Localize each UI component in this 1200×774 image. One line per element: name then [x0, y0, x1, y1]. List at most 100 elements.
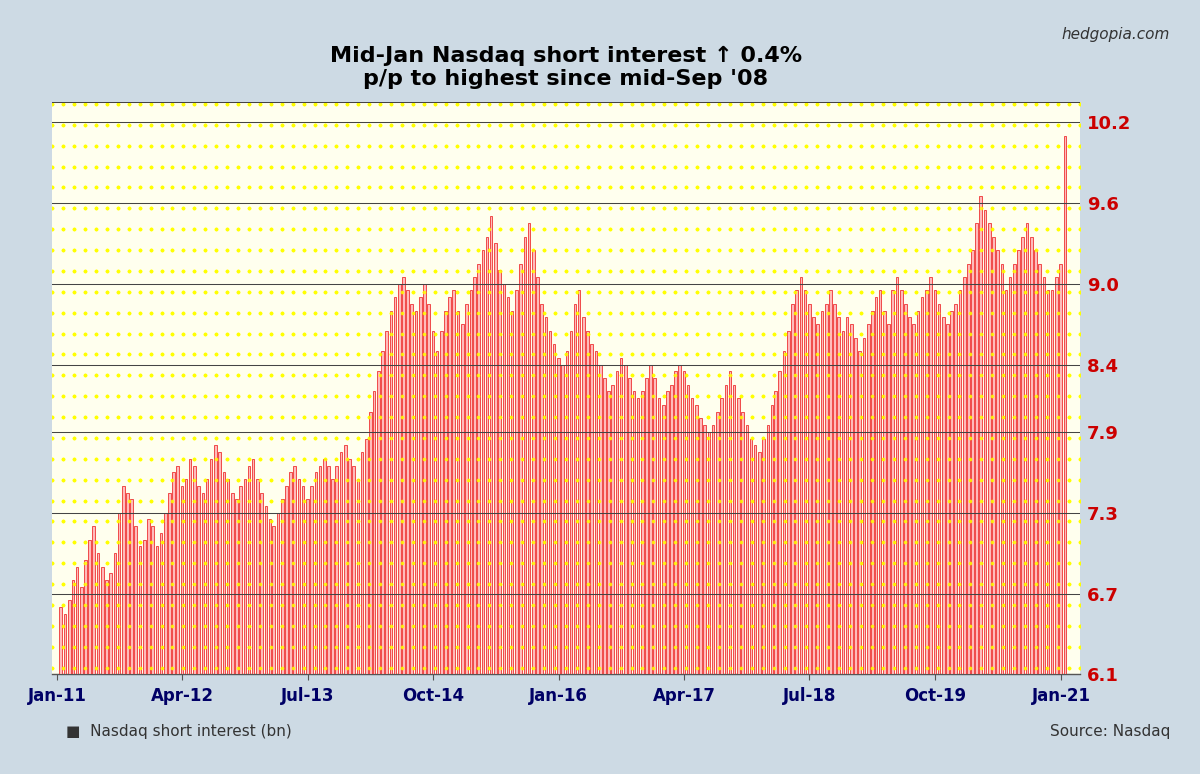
Bar	[570, 331, 572, 674]
Point	[557, 390, 576, 402]
Point	[97, 432, 116, 444]
Point	[622, 286, 641, 298]
Point	[840, 265, 859, 277]
Point	[808, 536, 827, 549]
Point	[272, 223, 292, 235]
Point	[108, 662, 127, 674]
Point	[961, 515, 980, 528]
Point	[480, 662, 499, 674]
Point	[808, 474, 827, 486]
Point	[655, 98, 674, 110]
Point	[797, 578, 816, 591]
Point	[818, 307, 838, 319]
Point	[1004, 495, 1024, 507]
Point	[512, 557, 532, 570]
Point	[611, 244, 630, 256]
Point	[568, 390, 587, 402]
Point	[1070, 160, 1090, 173]
Point	[425, 244, 444, 256]
Point	[983, 495, 1002, 507]
Point	[895, 369, 914, 382]
Point	[502, 536, 521, 549]
Point	[589, 223, 608, 235]
Point	[643, 578, 662, 591]
Point	[152, 181, 172, 194]
Point	[611, 223, 630, 235]
Point	[754, 641, 773, 653]
Point	[174, 390, 193, 402]
Point	[43, 432, 62, 444]
Point	[578, 265, 598, 277]
Point	[972, 411, 991, 423]
Point	[775, 244, 794, 256]
Point	[600, 641, 619, 653]
Point	[655, 495, 674, 507]
Point	[239, 578, 258, 591]
Point	[65, 557, 84, 570]
Point	[546, 265, 565, 277]
Point	[818, 118, 838, 131]
Point	[906, 515, 925, 528]
Point	[196, 244, 215, 256]
Point	[655, 620, 674, 632]
Point	[917, 307, 936, 319]
Point	[502, 348, 521, 361]
Point	[972, 265, 991, 277]
Point	[840, 390, 859, 402]
Point	[632, 181, 652, 194]
Point	[140, 453, 160, 465]
Point	[425, 411, 444, 423]
Point	[86, 223, 106, 235]
Point	[1004, 202, 1024, 214]
Point	[568, 599, 587, 611]
Point	[534, 432, 553, 444]
Point	[938, 265, 958, 277]
Point	[972, 662, 991, 674]
Point	[119, 118, 138, 131]
Point	[611, 265, 630, 277]
Point	[206, 641, 226, 653]
Point	[677, 662, 696, 674]
Point	[1060, 453, 1079, 465]
Point	[152, 348, 172, 361]
Point	[326, 453, 346, 465]
Point	[360, 536, 379, 549]
Point	[622, 265, 641, 277]
Point	[97, 286, 116, 298]
Point	[611, 641, 630, 653]
Bar	[858, 351, 862, 674]
Point	[961, 662, 980, 674]
Point	[632, 474, 652, 486]
Point	[534, 98, 553, 110]
Point	[196, 557, 215, 570]
Point	[983, 160, 1002, 173]
Point	[818, 202, 838, 214]
Point	[239, 181, 258, 194]
Point	[140, 265, 160, 277]
Point	[950, 98, 970, 110]
Point	[43, 515, 62, 528]
Point	[666, 181, 685, 194]
Point	[272, 495, 292, 507]
Point	[196, 202, 215, 214]
Point	[808, 599, 827, 611]
Point	[852, 327, 871, 340]
Point	[775, 662, 794, 674]
Point	[874, 118, 893, 131]
Point	[1070, 181, 1090, 194]
Point	[1004, 474, 1024, 486]
Point	[863, 244, 882, 256]
Point	[557, 515, 576, 528]
Point	[917, 139, 936, 152]
Point	[108, 641, 127, 653]
Point	[568, 557, 587, 570]
Point	[97, 495, 116, 507]
Point	[720, 181, 739, 194]
Bar	[950, 310, 953, 674]
Point	[272, 244, 292, 256]
Point	[797, 474, 816, 486]
Point	[1070, 98, 1090, 110]
Point	[305, 348, 324, 361]
Point	[557, 223, 576, 235]
Point	[371, 265, 390, 277]
